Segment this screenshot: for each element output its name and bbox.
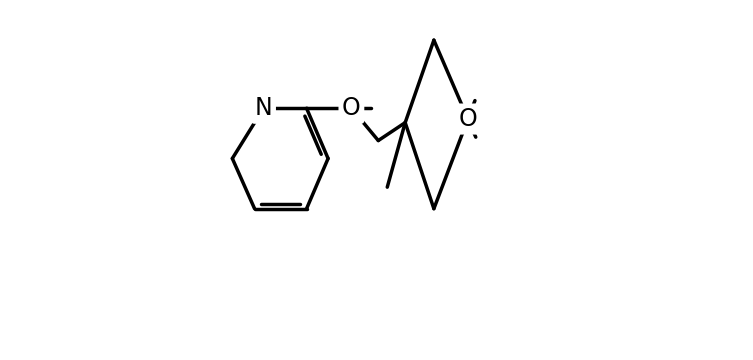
Text: O: O: [459, 107, 477, 131]
Text: O: O: [342, 96, 361, 120]
Text: N: N: [255, 96, 273, 120]
